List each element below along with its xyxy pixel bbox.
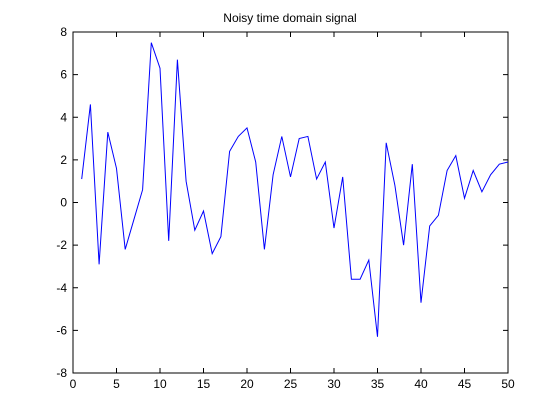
series-line: [81, 42, 509, 337]
y-tick-label: 4: [60, 110, 67, 124]
y-tick-label: -4: [56, 281, 67, 295]
x-tick-label: 45: [458, 377, 472, 391]
x-tick-label: 25: [284, 377, 298, 391]
y-tick-label: -2: [56, 238, 67, 252]
y-tick-label: -8: [56, 366, 67, 380]
x-tick-label: 40: [414, 377, 428, 391]
y-tick-label: -6: [56, 323, 67, 337]
x-tick-label: 0: [70, 377, 77, 391]
chart-title: Noisy time domain signal: [223, 11, 356, 25]
x-tick-label: 20: [240, 377, 254, 391]
x-tick-label: 10: [153, 377, 167, 391]
y-tick-label: 6: [60, 68, 67, 82]
y-tick-label: 8: [60, 25, 67, 39]
x-tick-label: 50: [501, 377, 515, 391]
y-tick-label: 0: [60, 196, 67, 210]
y-axis: -8 -6 -4 -2 0 2 4 6 8: [56, 25, 508, 380]
x-tick-label: 35: [371, 377, 385, 391]
y-tick-label: 2: [60, 153, 67, 167]
plot-area: [72, 31, 509, 374]
x-tick-label: 5: [113, 377, 120, 391]
x-tick-label: 15: [197, 377, 211, 391]
x-tick-label: 30: [327, 377, 341, 391]
x-axis: 0 5 10 15 20 25 30 35 40 45 50: [70, 32, 515, 391]
